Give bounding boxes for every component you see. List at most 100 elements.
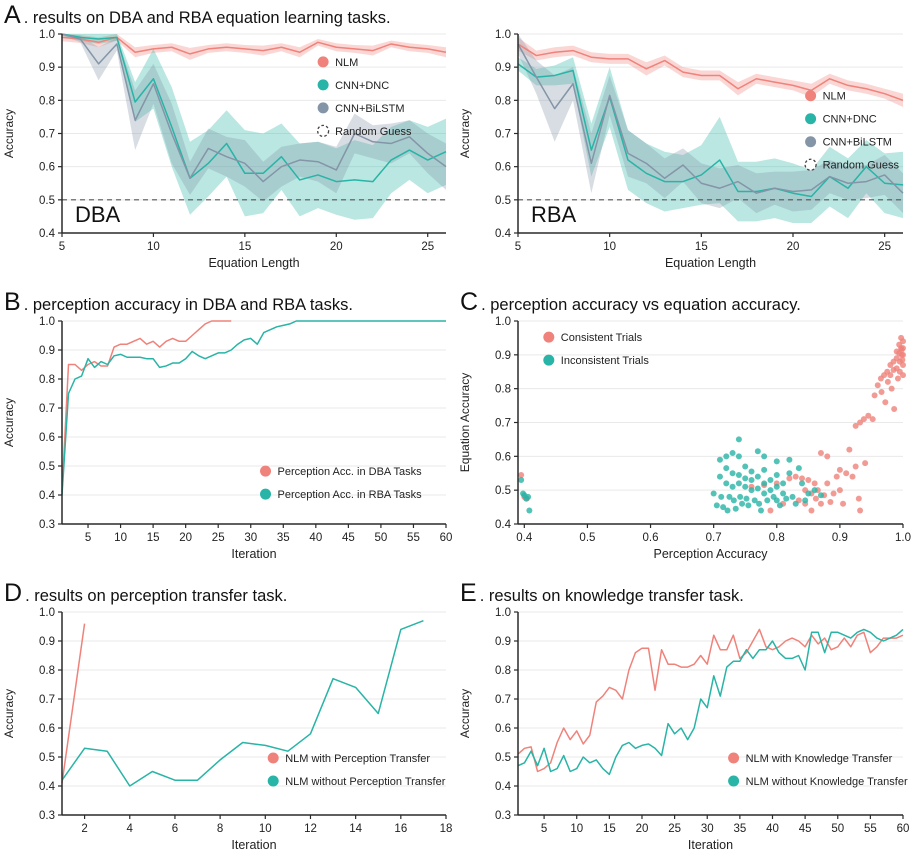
series-line-NLM with Knowledge Transfer bbox=[517, 628, 904, 773]
x-axis-label: Iteration bbox=[231, 838, 276, 852]
scatter-point bbox=[735, 453, 742, 460]
panel-a-title-text: . results on DBA and RBA equation learni… bbox=[23, 9, 391, 27]
x-tick-label: 5 bbox=[515, 241, 521, 253]
y-tick-label: 1.0 bbox=[495, 316, 511, 328]
series-line-Perception Acc. in RBA Tasks bbox=[61, 320, 446, 496]
x-tick-label: 60 bbox=[440, 532, 453, 544]
x-tick-label: 20 bbox=[179, 532, 192, 544]
x-tick-label: 14 bbox=[349, 823, 362, 835]
chart-svg-scatter_c: 0.4 0.5 0.6 0.7 0.8 0.9 1.0 0.4 0.5 0.6 0.7 0.8 0.9 1… bbox=[458, 316, 911, 561]
scatter-point bbox=[735, 471, 742, 478]
scatter-point bbox=[773, 458, 780, 465]
y-tick-label: 1.0 bbox=[495, 29, 511, 41]
scatter-point bbox=[805, 477, 812, 484]
scatter-point bbox=[780, 490, 787, 497]
series-line-CNN+BiLSTM bbox=[61, 33, 447, 183]
x-tick-label: 55 bbox=[407, 532, 420, 544]
scatter-point bbox=[745, 502, 752, 509]
legend-dot-icon bbox=[260, 465, 272, 477]
scatter-point bbox=[713, 502, 720, 509]
panel-b-letter: B bbox=[4, 288, 21, 316]
scatter-point bbox=[729, 470, 736, 477]
y-tick-label: 0.6 bbox=[39, 162, 55, 174]
x-axis-label: Iteration bbox=[688, 838, 733, 852]
scatter-point bbox=[716, 473, 723, 480]
scatter-point bbox=[743, 495, 750, 502]
legend-label: CNN+BiLSTM bbox=[335, 103, 404, 115]
y-tick-label: 0.4 bbox=[39, 490, 56, 502]
scatter-point bbox=[742, 463, 749, 470]
scatter-point bbox=[855, 495, 862, 502]
scatter-point bbox=[735, 480, 742, 487]
y-tick-label: 0.8 bbox=[495, 95, 511, 107]
scatter-point bbox=[773, 497, 780, 504]
series-line-NLM bbox=[61, 36, 447, 55]
x-tick-label: 40 bbox=[766, 823, 779, 835]
scatter-point bbox=[882, 399, 889, 406]
legend-label: NLM bbox=[335, 57, 358, 69]
inner-label-DBA: DBA bbox=[75, 202, 121, 227]
y-tick-label: 0.6 bbox=[495, 451, 511, 463]
band-CNN+BiLSTM bbox=[518, 34, 903, 214]
legend-dot-icon bbox=[728, 775, 740, 787]
scatter-point bbox=[710, 490, 717, 497]
scatter-point bbox=[824, 453, 831, 460]
y-tick-label: 0.9 bbox=[495, 636, 511, 648]
series-line-NLM with Perception Transfer bbox=[61, 623, 86, 784]
y-tick-label: 0.7 bbox=[39, 403, 55, 415]
scatter-point bbox=[754, 448, 761, 455]
y-axis-label: Accuracy bbox=[2, 689, 16, 738]
y-tick-label: 0.9 bbox=[39, 62, 55, 74]
panel-a-letter: A bbox=[4, 1, 21, 29]
chart-svg-dba: 0.4 0.5 0.6 0.7 0.8 0.9 1.0 5 10 15 20 25 Equation L… bbox=[2, 29, 447, 270]
scatter-point bbox=[865, 412, 872, 419]
scatter-point bbox=[817, 492, 824, 499]
series-line-NLM bbox=[517, 43, 904, 102]
y-tick-label: 0.5 bbox=[39, 461, 55, 473]
scatter-point bbox=[792, 500, 799, 507]
y-tick-label: 1.0 bbox=[39, 29, 55, 41]
scatter-point bbox=[833, 473, 840, 480]
band-CNN+BiLSTM bbox=[62, 34, 446, 202]
scatter-point bbox=[720, 504, 727, 511]
scatter-point bbox=[860, 416, 867, 423]
scatter-point bbox=[792, 473, 799, 480]
x-tick-label: 25 bbox=[878, 241, 891, 253]
scatter-point bbox=[735, 436, 742, 443]
legend-dot-icon bbox=[805, 136, 817, 148]
y-tick-label: 0.5 bbox=[495, 752, 511, 764]
scatter-point bbox=[742, 475, 749, 482]
scatter-point bbox=[525, 493, 532, 500]
legend-label: Random Guess bbox=[335, 126, 412, 138]
x-tick-label: 50 bbox=[831, 823, 844, 835]
scatter-point bbox=[783, 495, 790, 502]
panel-d-letter: D bbox=[4, 579, 23, 607]
scatter-point bbox=[817, 449, 824, 456]
chart-perception-transfer: 0.3 0.4 0.5 0.6 0.7 0.8 0.9 1.0 2 4 6 8 10 12 14 16 18 It… bbox=[0, 605, 456, 861]
legend-label: CNN+DNC bbox=[335, 80, 389, 92]
x-tick-label: 0.9 bbox=[832, 532, 848, 544]
legend-label: Perception Acc. in DBA Tasks bbox=[278, 466, 423, 478]
x-tick-label: 25 bbox=[212, 532, 225, 544]
legend-label: Inconsistent Trials bbox=[561, 355, 650, 367]
legend-label: NLM bbox=[823, 91, 846, 103]
scatter-point bbox=[786, 456, 793, 463]
scatter-point bbox=[730, 497, 737, 504]
band-CNN+DNC bbox=[518, 57, 903, 224]
y-tick-label: 0.8 bbox=[39, 95, 55, 107]
x-tick-label: 0.5 bbox=[579, 532, 595, 544]
y-tick-label: 0.3 bbox=[39, 519, 55, 531]
x-tick-label: 15 bbox=[695, 241, 708, 253]
scatter-point bbox=[518, 471, 525, 478]
y-tick-label: 0.3 bbox=[495, 810, 511, 822]
scatter-point bbox=[754, 485, 761, 492]
scatter-point bbox=[862, 460, 869, 467]
x-tick-label: 18 bbox=[440, 823, 453, 835]
scatter-point bbox=[830, 490, 837, 497]
x-axis-label: Equation Length bbox=[208, 256, 299, 270]
scatter-point bbox=[891, 405, 898, 412]
y-tick-label: 1.0 bbox=[495, 607, 511, 619]
y-axis-label: Accuracy bbox=[2, 398, 16, 447]
scatter-point bbox=[764, 497, 771, 504]
